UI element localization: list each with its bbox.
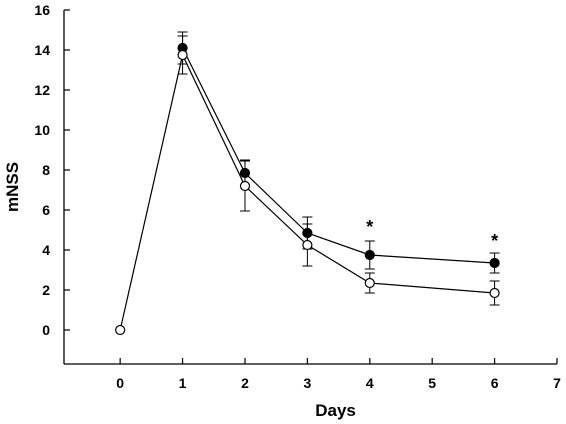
significance-marker: * <box>366 217 373 237</box>
data-point <box>364 277 375 289</box>
y-tick-label: 12 <box>34 82 50 98</box>
data-point <box>364 249 375 261</box>
x-tick-label: 1 <box>179 375 187 391</box>
y-tick-label: 6 <box>42 202 50 218</box>
x-tick-label: 6 <box>491 375 499 391</box>
series-1 <box>177 31 500 274</box>
y-tick-label: 10 <box>34 122 50 138</box>
y-tick-label: 14 <box>34 42 50 58</box>
data-point <box>302 239 313 251</box>
y-tick-label: 0 <box>42 322 50 338</box>
data-point <box>489 287 500 299</box>
series-line <box>182 47 495 264</box>
x-tick-label: 3 <box>303 375 311 391</box>
series-line <box>119 53 495 331</box>
x-tick-label: 5 <box>428 375 436 391</box>
x-tick-label: 0 <box>116 375 124 391</box>
y-tick-label: 2 <box>42 282 50 298</box>
x-axis-label: Days <box>315 401 356 420</box>
data-point <box>115 324 126 336</box>
x-tick-label: 4 <box>366 375 374 391</box>
x-tick-label: 7 <box>553 375 561 391</box>
y-axis-label: mNSS <box>3 162 22 212</box>
significance-marker: * <box>491 231 498 251</box>
y-tick-label: 16 <box>34 2 50 18</box>
y-tick-label: 4 <box>42 242 50 258</box>
data-point <box>489 257 500 269</box>
x-tick-label: 2 <box>241 375 249 391</box>
y-tick-label: 8 <box>42 162 50 178</box>
data-point <box>177 49 188 61</box>
data-point <box>239 180 251 192</box>
series-2 <box>115 35 500 336</box>
